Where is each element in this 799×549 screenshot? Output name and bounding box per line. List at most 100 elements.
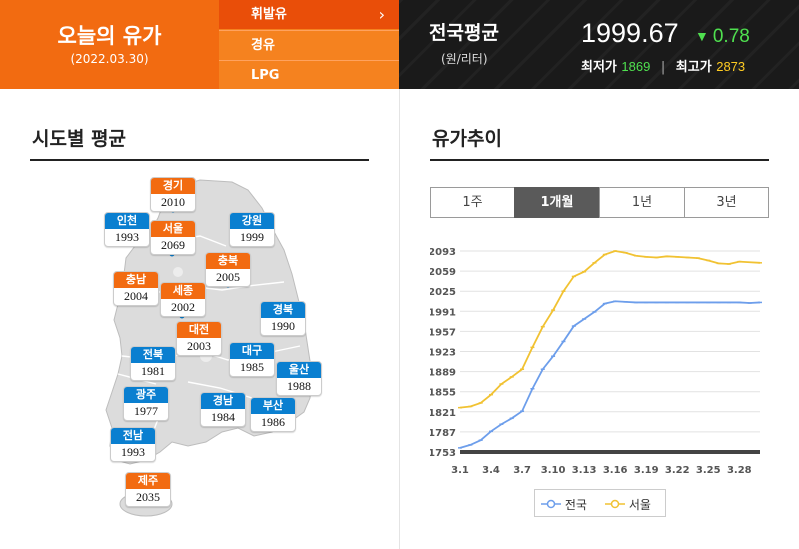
region-daegu[interactable]: 대구 1985	[229, 342, 275, 377]
region-price: 2010	[161, 195, 185, 209]
region-price: 1993	[121, 445, 145, 459]
min-price-label: 최저가	[581, 60, 617, 75]
region-gyeongbuk[interactable]: 경북 1990	[260, 301, 306, 336]
price-change-value: 0.78	[712, 26, 750, 47]
region-jeonbuk[interactable]: 전북 1981	[130, 346, 176, 381]
x-tick-label: 3.28	[727, 465, 752, 476]
tab-1-week[interactable]: 1주	[430, 187, 515, 218]
section-underline	[430, 159, 769, 161]
region-name: 충남	[114, 272, 158, 288]
region-name: 제주	[126, 473, 170, 489]
series-line-1	[459, 250, 761, 409]
national-average-price: 1999.67	[581, 18, 679, 48]
down-arrow-icon: ▼	[695, 28, 709, 44]
region-seoul[interactable]: 서울 2069	[150, 220, 196, 255]
y-tick-label: 1753	[430, 448, 456, 459]
page-title: 오늘의 유가	[57, 24, 162, 48]
national-average-label: 전국평균	[429, 22, 499, 44]
region-price: 2003	[187, 339, 211, 353]
y-tick-label: 2025	[430, 287, 456, 298]
region-gyeonggi[interactable]: 경기 2010	[150, 177, 196, 212]
y-tick-label: 1787	[430, 428, 456, 439]
x-tick-label: 3.4	[482, 465, 500, 476]
region-price: 2002	[171, 300, 195, 314]
tab-1-year[interactable]: 1년	[599, 187, 685, 218]
region-name: 서울	[151, 221, 195, 237]
legend-marker-icon	[541, 499, 561, 509]
price-trend-title: 유가추이	[432, 128, 502, 150]
national-average-panel: 전국평균 (원/리터) 1999.67 ▼ 0.78 최저가 1869 | 최고가…	[399, 0, 799, 89]
region-price: 1990	[271, 319, 295, 333]
region-price: 2035	[136, 490, 160, 504]
legend-item-national[interactable]: 전국	[541, 496, 587, 512]
x-tick-label: 3.16	[603, 465, 628, 476]
x-tick-label: 3.1	[451, 465, 469, 476]
region-jeonnam[interactable]: 전남 1993	[110, 427, 156, 462]
region-gyeongnam[interactable]: 경남 1984	[200, 392, 246, 427]
korea-map-icon	[105, 179, 313, 517]
x-tick-label: 3.10	[541, 465, 566, 476]
region-daejeon[interactable]: 대전 2003	[176, 321, 222, 356]
x-tick-label: 3.22	[665, 465, 690, 476]
fuel-tab-gasoline[interactable]: 휘발유 ›	[219, 0, 399, 29]
tab-3-years[interactable]: 3년	[684, 187, 769, 218]
y-tick-label: 1855	[430, 388, 456, 399]
series-line-0	[459, 300, 761, 449]
region-sejong[interactable]: 세종 2002	[160, 282, 206, 317]
region-name: 부산	[251, 398, 295, 414]
x-tick-label: 3.7	[513, 465, 531, 476]
region-name: 광주	[124, 387, 168, 403]
price-trend-chart: 1753 1787 1821 1855 1889 1923 1957 1991 2025 2059…	[428, 236, 770, 486]
y-tick-label: 1991	[430, 307, 456, 318]
region-name: 경북	[261, 302, 305, 318]
region-price: 1986	[261, 415, 285, 429]
y-tick-label: 1923	[430, 348, 456, 359]
region-price: 2005	[216, 270, 240, 284]
region-ulsan[interactable]: 울산 1988	[276, 361, 322, 396]
x-tick-label: 3.13	[572, 465, 597, 476]
region-chungnam[interactable]: 충남 2004	[113, 271, 159, 306]
fuel-tab-label: LPG	[251, 68, 280, 83]
region-price: 1999	[240, 230, 264, 244]
tab-1-month[interactable]: 1개월	[514, 187, 600, 218]
region-name: 전북	[131, 347, 175, 363]
region-chungbuk[interactable]: 충북 2005	[205, 252, 251, 287]
region-name: 세종	[161, 283, 205, 299]
region-name: 충북	[206, 253, 250, 269]
chart-legend: 전국 서울	[534, 489, 666, 517]
y-tick-label: 1889	[430, 368, 456, 379]
fuel-tab-label: 휘발유	[251, 7, 287, 22]
region-price: 1993	[115, 230, 139, 244]
chevron-right-icon: ›	[378, 5, 385, 24]
legend-item-seoul[interactable]: 서울	[605, 496, 651, 512]
region-incheon[interactable]: 인천 1993	[104, 212, 150, 247]
region-price: 2004	[124, 289, 148, 303]
regional-average-title: 시도별 평균	[32, 128, 127, 150]
fuel-type-menu: 휘발유 › 경유 LPG	[219, 0, 399, 89]
regional-map	[0, 170, 399, 549]
separator: |	[660, 60, 666, 75]
region-gangwon[interactable]: 강원 1999	[229, 212, 275, 247]
region-name: 울산	[277, 362, 321, 378]
region-busan[interactable]: 부산 1986	[250, 397, 296, 432]
region-name: 경기	[151, 178, 195, 194]
min-price-value: 1869	[621, 59, 651, 74]
region-name: 경남	[201, 393, 245, 409]
region-price: 1988	[287, 379, 311, 393]
y-tick-label: 1957	[430, 327, 456, 338]
region-price: 1981	[141, 364, 165, 378]
region-price: 1985	[240, 360, 264, 374]
fuel-tab-lpg[interactable]: LPG	[219, 60, 399, 89]
legend-label: 전국	[564, 498, 587, 512]
fuel-tab-diesel[interactable]: 경유	[219, 30, 399, 59]
line-chart: 1753 1787 1821 1855 1889 1923 1957 1991 2025 2059…	[428, 247, 762, 476]
region-price: 2069	[161, 238, 185, 252]
region-name: 대구	[230, 343, 274, 359]
legend-marker-icon	[605, 499, 625, 509]
today-price-panel: 오늘의 유가 (2022.03.30)	[0, 0, 219, 89]
y-tick-label: 1821	[430, 408, 456, 419]
region-gwangju[interactable]: 광주 1977	[123, 386, 169, 421]
fuel-tab-label: 경유	[251, 38, 275, 53]
region-jeju[interactable]: 제주 2035	[125, 472, 171, 507]
period-tabs: 1주 1개월 1년 3년	[430, 187, 769, 218]
